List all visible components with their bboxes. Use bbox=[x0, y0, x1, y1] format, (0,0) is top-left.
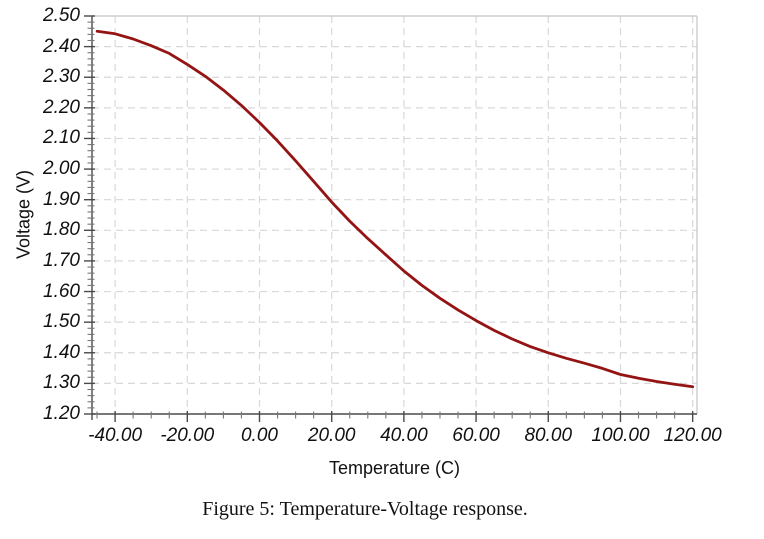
x-tick-label: 80.00 bbox=[524, 425, 573, 446]
y-tick-label: 2.10 bbox=[43, 127, 80, 149]
x-tick-label: 60.00 bbox=[452, 425, 500, 446]
voltage-curve bbox=[95, 29, 695, 389]
x-tick-label: 0.00 bbox=[240, 425, 278, 446]
y-tick-label: 2.30 bbox=[43, 66, 80, 88]
y-tick-label: 2.00 bbox=[43, 158, 80, 180]
figure-caption: Figure 5: Temperature-Voltage response. bbox=[202, 498, 528, 520]
y-tick-label: 1.70 bbox=[43, 249, 80, 271]
y-tick-label: 1.50 bbox=[43, 311, 80, 333]
y-tick-label: 1.40 bbox=[43, 341, 80, 363]
y-tick-label: 2.20 bbox=[43, 96, 80, 118]
x-tick-label: -20.00 bbox=[160, 425, 215, 446]
chart: Voltage (V) Temperature (C) -40.00 -20.00… bbox=[14, 5, 722, 478]
y-tick-label: 1.20 bbox=[43, 403, 80, 424]
x-tick-label: 40.00 bbox=[380, 425, 428, 446]
chart-canvas bbox=[84, 15, 698, 422]
x-tick-label: 100.00 bbox=[591, 425, 650, 446]
x-tick-label: -40.00 bbox=[88, 425, 143, 446]
y-tick-label: 1.30 bbox=[43, 372, 80, 394]
x-axis-title: Temperature (C) bbox=[328, 458, 461, 478]
y-tick-label: 2.40 bbox=[43, 35, 80, 57]
x-tick-label: 120.00 bbox=[663, 425, 722, 446]
y-tick-label: 1.80 bbox=[43, 219, 80, 241]
y-tick-label: 2.50 bbox=[43, 5, 80, 26]
x-tick-label: 20.00 bbox=[307, 425, 356, 446]
y-tick-label: 1.90 bbox=[43, 188, 80, 210]
y-tick-label: 1.60 bbox=[43, 280, 80, 302]
